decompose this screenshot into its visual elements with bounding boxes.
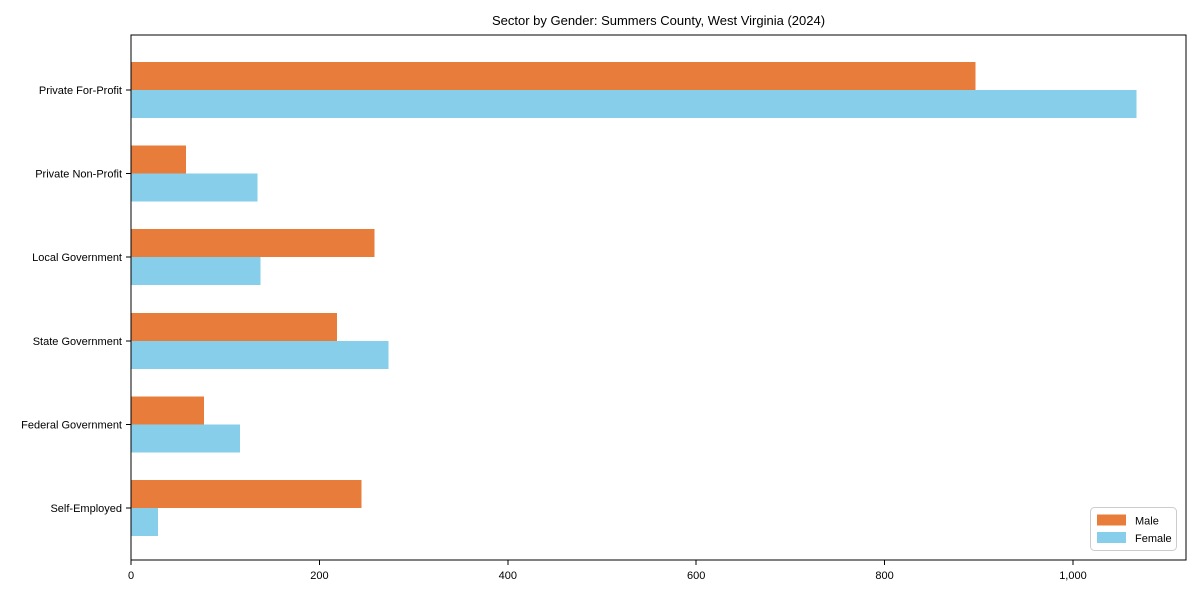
bar-female-6 — [131, 508, 158, 536]
plot-area: Private For-Profit Private Non-Profit Loca… — [21, 34, 1187, 582]
y-tick-label: Local Government — [32, 252, 122, 264]
x-tick-label: 0 — [128, 570, 134, 582]
y-tick-label: Private For-Profit — [39, 85, 122, 97]
x-tick-label: 600 — [687, 570, 705, 582]
chart-title: Sector by Gender: Summers County, West V… — [492, 13, 825, 28]
bar-male-5 — [131, 396, 205, 425]
legend-swatch-female — [1097, 532, 1126, 543]
bar-male-6 — [131, 480, 362, 508]
bar-male-2 — [131, 145, 187, 174]
legend-label-female: Female — [1135, 533, 1172, 545]
y-tick-label: State Government — [33, 336, 122, 348]
x-tick-label: 1,000 — [1059, 570, 1087, 582]
bar-male-4 — [131, 312, 337, 341]
legend: Male Female — [1090, 507, 1177, 551]
bar-male-1 — [131, 62, 976, 90]
y-tick-label: Private Non-Profit — [35, 169, 122, 181]
bar-female-4 — [131, 340, 389, 369]
x-tick-label: 800 — [875, 570, 893, 582]
bar-female-5 — [131, 424, 240, 453]
legend-swatch-male — [1097, 514, 1126, 526]
x-tick-label: 400 — [499, 570, 517, 582]
bar-male-3 — [131, 229, 375, 258]
y-tick-label: Self-Employed — [50, 503, 122, 515]
y-tick-label: Federal Government — [21, 419, 122, 431]
plot-border — [130, 34, 1187, 561]
x-tick-label: 200 — [310, 570, 328, 582]
bar-female-1 — [131, 90, 1137, 118]
legend-label-male: Male — [1135, 516, 1159, 528]
bar-female-2 — [131, 173, 258, 202]
bar-female-3 — [131, 257, 261, 286]
